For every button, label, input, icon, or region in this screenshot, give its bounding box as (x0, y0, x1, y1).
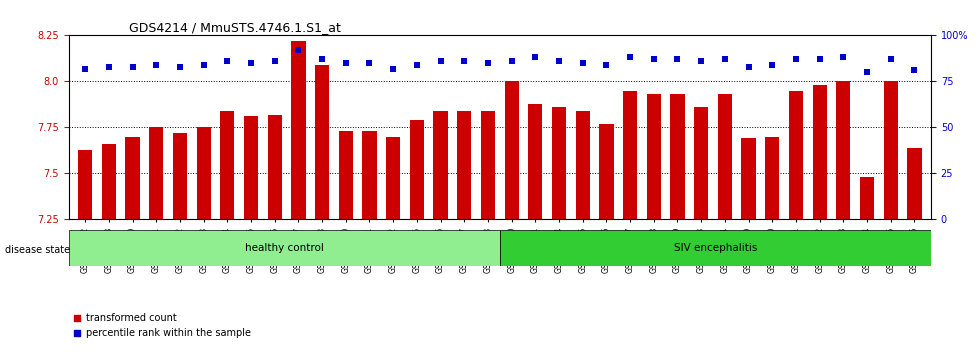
Point (77, 66, 93, 72)
Bar (197, 127, 211, 219)
Point (859, 69, 875, 75)
Point (527, 55, 543, 60)
Bar (149, 127, 164, 219)
Point (409, 62, 424, 68)
Point (291, 47, 307, 53)
Bar (102, 144, 116, 219)
Bar (600, 124, 613, 219)
Point (362, 60, 377, 66)
Point (717, 57, 733, 62)
Bar (552, 107, 566, 219)
Bar (268, 115, 282, 219)
Bar (670, 94, 685, 219)
Point (457, 58, 472, 64)
Bar (789, 91, 803, 219)
Point (551, 58, 566, 64)
Point (599, 62, 614, 68)
Point (811, 57, 827, 62)
Point (836, 55, 852, 60)
Bar (69, 230, 500, 266)
Bar (907, 148, 921, 219)
Point (338, 60, 354, 66)
Bar (363, 131, 376, 219)
Bar (457, 111, 471, 219)
Point (148, 62, 164, 68)
Bar (315, 65, 329, 219)
Bar (884, 81, 898, 219)
Bar (623, 91, 637, 219)
Text: healthy control: healthy control (245, 243, 323, 253)
Bar (528, 103, 543, 219)
Bar (647, 94, 661, 219)
Bar (812, 85, 827, 219)
Point (315, 57, 330, 62)
Text: SIV encephalitis: SIV encephalitis (673, 243, 758, 253)
Point (243, 60, 259, 66)
Bar (575, 111, 590, 219)
Point (172, 64, 188, 69)
Point (220, 58, 235, 64)
Text: GDS4214 / MmuSTS.4746.1.S1_at: GDS4214 / MmuSTS.4746.1.S1_at (129, 21, 341, 34)
Point (669, 57, 685, 62)
Point (646, 57, 662, 62)
Point (504, 58, 519, 64)
Point (906, 68, 922, 73)
Bar (220, 111, 234, 219)
Point (741, 64, 757, 69)
Point (764, 62, 780, 68)
Bar (836, 81, 851, 219)
Bar (765, 137, 779, 219)
Bar (78, 149, 92, 219)
Point (883, 57, 899, 62)
Bar (410, 120, 424, 219)
Point (267, 58, 282, 64)
Bar (291, 41, 306, 219)
Bar (481, 111, 495, 219)
Point (101, 64, 117, 69)
Bar (500, 230, 931, 266)
Bar (717, 94, 732, 219)
Point (480, 60, 496, 66)
Legend: transformed count, percentile rank within the sample: transformed count, percentile rank withi… (74, 313, 251, 338)
Bar (742, 138, 756, 219)
Bar (433, 111, 448, 219)
Point (124, 64, 140, 69)
Bar (244, 116, 258, 219)
Bar (859, 177, 874, 219)
Point (196, 62, 212, 68)
Point (693, 58, 709, 64)
Bar (386, 137, 400, 219)
Text: disease state: disease state (5, 245, 70, 255)
Point (575, 60, 591, 66)
Bar (694, 107, 709, 219)
Bar (505, 81, 518, 219)
Bar (172, 133, 187, 219)
Bar (125, 137, 140, 219)
Point (385, 66, 401, 72)
Point (622, 55, 638, 60)
Point (788, 57, 804, 62)
Point (433, 58, 449, 64)
Bar (339, 131, 353, 219)
